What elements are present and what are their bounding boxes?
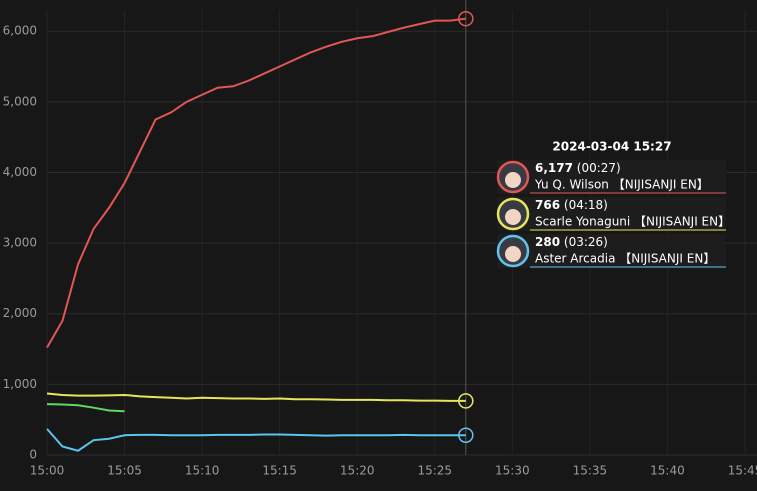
series-line <box>46 392 466 402</box>
tooltip-row-bg <box>497 160 726 194</box>
x-tick-label: 15:30 <box>495 464 530 478</box>
x-tick-label: 15:00 <box>30 464 65 478</box>
y-tick-label: 5,000 <box>3 94 37 108</box>
tooltip-row-bg <box>497 197 726 231</box>
tooltip-value: 6,177 (00:27) <box>535 161 621 175</box>
y-tick-label: 1,000 <box>3 377 37 391</box>
x-tick-label: 15:25 <box>417 464 452 478</box>
series-line <box>46 17 466 349</box>
tooltip: 2024-03-04 15:27 6,177 (00:27) Yu Q. Wilso… <box>496 140 730 268</box>
avatar-face <box>505 209 521 225</box>
y-tick-label: 4,000 <box>3 165 37 179</box>
tooltip-duration: (00:27) <box>577 161 621 175</box>
y-tick-label: 0 <box>29 448 37 462</box>
y-tick-label: 2,000 <box>3 306 37 320</box>
tooltip-name: Yu Q. Wilson 【NIJISANJI EN】 <box>534 178 709 192</box>
hover-marker <box>458 427 474 443</box>
tooltip-name: Scarle Yonaguni 【NIJISANJI EN】 <box>535 215 730 229</box>
tooltip-value: 280 (03:26) <box>535 235 608 249</box>
x-tick-label: 15:15 <box>262 464 297 478</box>
tooltip-value-label: 6,177 <box>535 161 573 175</box>
tooltip-value: 766 (04:18) <box>535 198 608 212</box>
series-line <box>46 428 466 452</box>
x-tick-label: 15:35 <box>573 464 608 478</box>
tooltip-row-bg <box>497 234 726 268</box>
y-tick-label: 6,000 <box>3 24 37 38</box>
x-tick-label: 15:40 <box>650 464 685 478</box>
hover-marker <box>458 393 474 409</box>
series-line <box>46 403 125 413</box>
x-tick-label: 15:20 <box>340 464 375 478</box>
tooltip-value-label: 280 <box>535 235 560 249</box>
tooltip-name: Aster Arcadia 【NIJISANJI EN】 <box>535 252 715 266</box>
avatar-face <box>505 246 521 262</box>
x-tick-label: 15:05 <box>107 464 142 478</box>
x-tick-label: 15:10 <box>185 464 220 478</box>
tooltip-value-label: 766 <box>535 198 560 212</box>
tooltip-title: 2024-03-04 15:27 <box>552 140 671 154</box>
x-tick-label: 15:45 <box>728 464 757 478</box>
tooltip-duration: (04:18) <box>564 198 608 212</box>
tooltip-duration: (03:26) <box>564 235 608 249</box>
avatar-face <box>505 172 521 188</box>
y-tick-label: 3,000 <box>3 236 37 250</box>
hover-marker <box>458 10 474 27</box>
